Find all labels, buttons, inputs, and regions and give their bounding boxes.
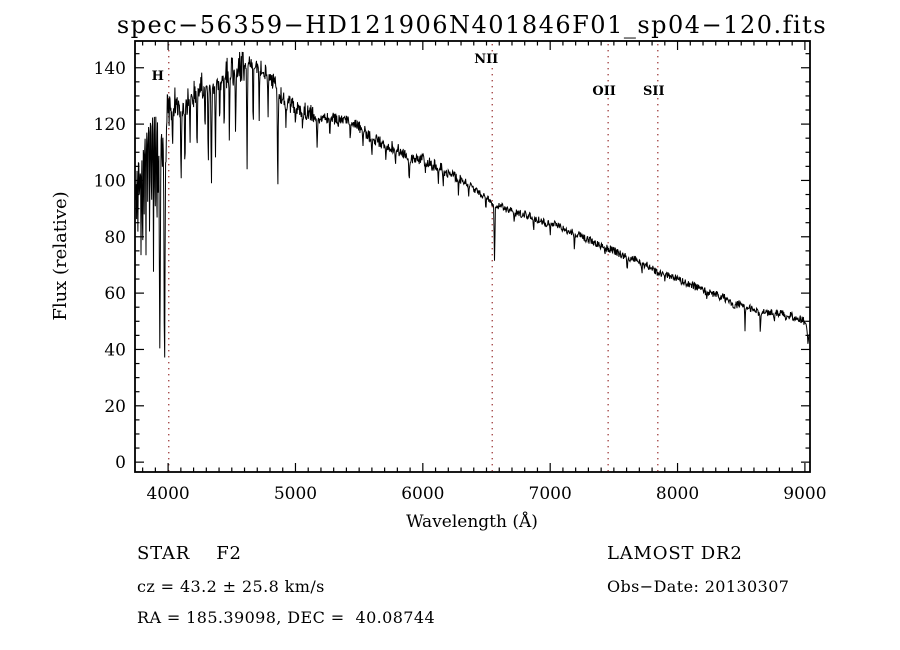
x-tick-label: 5000 — [274, 484, 317, 504]
survey-text: LAMOST DR2 — [607, 543, 743, 564]
y-tick-label: 0 — [115, 453, 126, 473]
cz-text: cz = 43.2 ± 25.8 km/s — [137, 577, 325, 596]
plot-frame — [134, 40, 811, 473]
x-tick-label: 4000 — [146, 484, 189, 504]
spectrum-polyline — [134, 51, 810, 358]
spectral-line-markers — [168, 44, 659, 471]
y-tick-label: 120 — [94, 115, 126, 135]
coords-text: RA = 185.39098, DEC = 40.08744 — [137, 608, 435, 627]
y-tick-label: 60 — [104, 284, 126, 304]
object-class-text: STAR F2 — [137, 543, 242, 564]
y-tick-label: 140 — [94, 59, 126, 79]
tick-labels: 4000 5000 6000 7000 8000 9000 0 20 40 60 80 100 120 1… — [94, 59, 827, 504]
y-tick-label: 40 — [104, 340, 126, 360]
line-label-oii: OII — [592, 84, 616, 99]
line-labels: H NII OII SII — [150, 50, 667, 101]
spectrum-line — [134, 51, 810, 358]
y-tick-label: 20 — [104, 397, 126, 417]
x-axis-label: Wavelength (Å) — [406, 511, 538, 532]
x-tick-label: 8000 — [656, 484, 699, 504]
obs-date-text: Obs−Date: 20130307 — [607, 577, 789, 596]
x-tick-label: 6000 — [401, 484, 444, 504]
y-tick-label: 100 — [94, 171, 126, 191]
line-label-nii: NII — [474, 52, 498, 67]
y-tick-label: 80 — [104, 228, 126, 248]
x-tick-label: 9000 — [783, 484, 826, 504]
line-label-sii: SII — [643, 84, 665, 99]
y-axis-label: Flux (relative) — [50, 191, 71, 320]
x-tick-label: 7000 — [529, 484, 572, 504]
line-label-h: H — [152, 69, 164, 84]
plot-title: spec−56359−HD121906N401846F01_sp04−120.f… — [117, 11, 827, 39]
